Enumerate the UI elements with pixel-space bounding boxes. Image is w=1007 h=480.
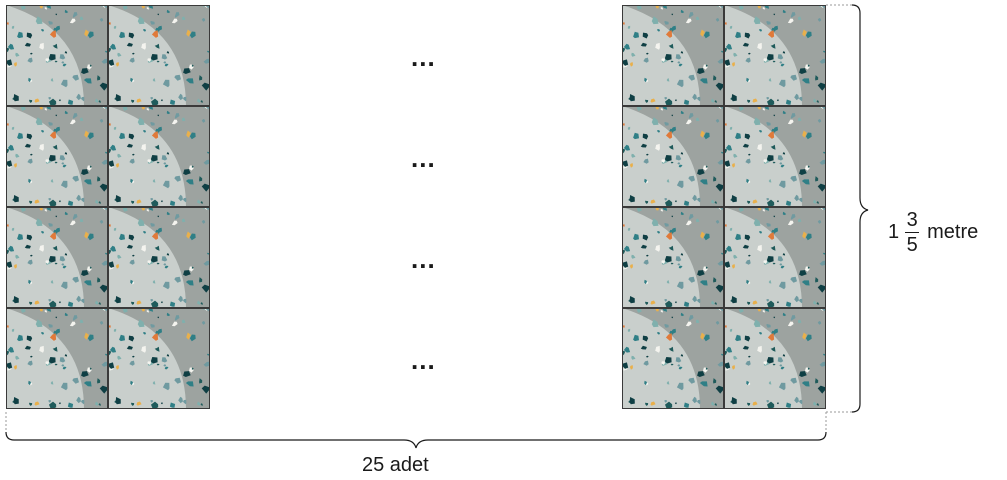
height-whole: 1 — [888, 220, 900, 243]
tile-count-label: 25 adet — [362, 454, 429, 476]
left-tile-r3-c1 — [4, 204, 109, 309]
right-tile-r2-c1 — [620, 103, 725, 208]
height-label: 1 3 5 metre — [888, 208, 978, 256]
left-tile-r2-c1 — [4, 103, 109, 208]
guide-lines — [5, 4, 852, 432]
right-tile-r1-c2 — [722, 2, 827, 107]
fraction-bar — [905, 231, 920, 233]
height-fraction: 3 5 — [905, 208, 920, 256]
right-tile-r4-c1 — [620, 305, 725, 410]
right-tile-r3-c2 — [722, 204, 827, 309]
right-tile-r2-c2 — [722, 103, 827, 208]
tile-block-right — [620, 2, 827, 410]
height-denominator: 5 — [906, 233, 918, 256]
tile-block-left — [4, 2, 211, 410]
row-1-ellipsis: ... — [411, 42, 436, 72]
right-tile-r4-c2 — [722, 305, 827, 410]
height-unit: metre — [927, 220, 979, 243]
left-tile-r4-c1 — [4, 305, 109, 410]
left-tile-r2-c2 — [106, 103, 211, 208]
left-tile-r4-c2 — [106, 305, 211, 410]
right-brace — [851, 4, 869, 413]
left-tile-r1-c2 — [106, 2, 211, 107]
height-numerator: 3 — [906, 208, 918, 231]
bottom-brace — [5, 431, 827, 449]
left-tile-r3-c2 — [106, 204, 211, 309]
row-2-ellipsis: ... — [411, 143, 436, 173]
row-4-ellipsis: ... — [411, 345, 436, 375]
row-3-ellipsis: ... — [411, 244, 436, 274]
left-tile-r1-c1 — [4, 2, 109, 107]
right-tile-r3-c1 — [620, 204, 725, 309]
right-tile-r1-c1 — [620, 2, 725, 107]
